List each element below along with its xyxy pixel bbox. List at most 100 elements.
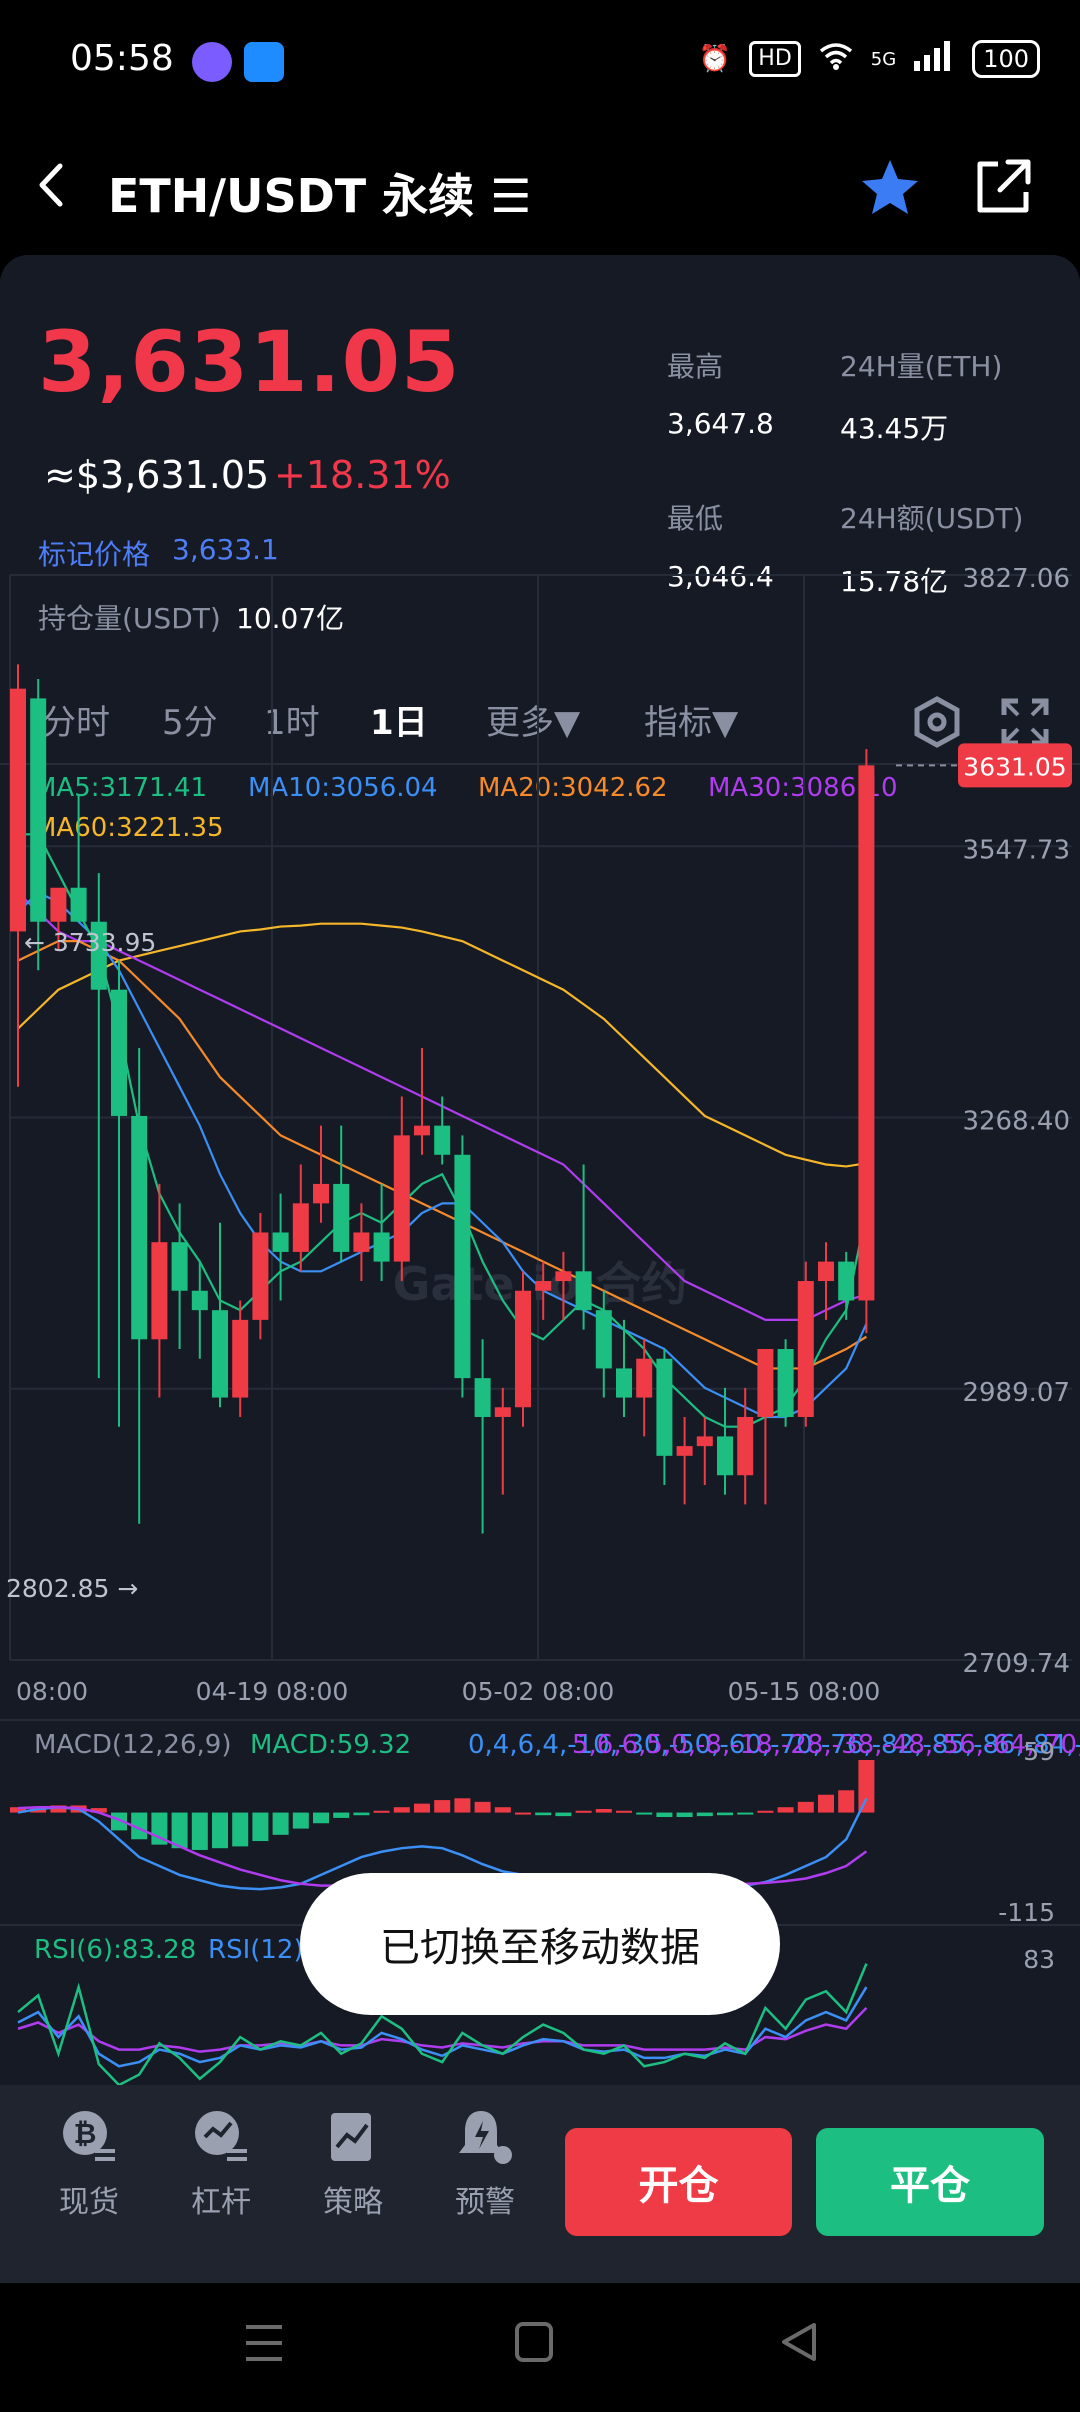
close-position-button[interactable]: 平仓 xyxy=(816,2128,1044,2236)
candle xyxy=(191,1290,208,1311)
mark-price-value: 3,633.1 xyxy=(172,533,279,566)
nav-margin-label: 杠杆 xyxy=(191,2185,251,2220)
macd-value: MACD:59.32 xyxy=(250,1730,411,1760)
nav-spot-label: 现货 xyxy=(59,2185,119,2220)
candle xyxy=(272,1232,289,1252)
nav-alert-label: 预警 xyxy=(455,2185,515,2220)
alert-icon xyxy=(459,2111,512,2164)
ma20-legend: MA20:3042.62 xyxy=(478,773,668,803)
candle xyxy=(313,1183,329,1204)
rsi12-line xyxy=(17,1986,868,2068)
rsi12-label: RSI(12) xyxy=(208,1935,304,1965)
last-price-tag-text: 3631.05 xyxy=(963,752,1066,781)
macd-bar xyxy=(676,1812,693,1818)
nav-spot[interactable]: ₿ 现货 xyxy=(34,2107,144,2221)
candle xyxy=(10,688,26,932)
network-toast: 已切换至移动数据 xyxy=(300,1873,780,2015)
macd-bar xyxy=(232,1812,249,1847)
macd-bar xyxy=(414,1803,430,1813)
candle xyxy=(535,1281,552,1291)
macd-bar xyxy=(272,1812,289,1835)
battery-icon: 100 xyxy=(972,40,1040,78)
status-icons: ⏰ HD 5G 100 xyxy=(699,40,1040,78)
x-axis-label: 05-15 08:00 xyxy=(728,1677,881,1706)
tab-1day[interactable]: 1日 xyxy=(370,703,428,743)
macd-bar xyxy=(454,1798,471,1813)
nav-margin[interactable]: 杠杆 xyxy=(166,2107,276,2221)
network-label: 5G xyxy=(870,48,897,70)
low-label: 最低 xyxy=(667,502,724,535)
candle xyxy=(858,765,875,1301)
candle xyxy=(212,1310,228,1398)
app-notification-icon-2 xyxy=(244,42,284,82)
macd-bar xyxy=(90,1808,107,1813)
tab-1hour[interactable]: 1时 xyxy=(264,703,320,743)
candle xyxy=(50,887,67,922)
chart-settings-icon[interactable] xyxy=(910,695,964,749)
macd-bar xyxy=(212,1812,228,1849)
candle xyxy=(232,1319,249,1398)
tab-5min[interactable]: 5分 xyxy=(162,703,218,743)
macd-min-label: -115 xyxy=(998,1898,1055,1927)
low-value: 3,046.4 xyxy=(667,560,774,593)
tab-more[interactable]: 更多▼ xyxy=(486,703,581,743)
back-nav-icon[interactable] xyxy=(778,2321,818,2363)
back-arrow-icon[interactable] xyxy=(28,160,78,210)
macd-bar xyxy=(535,1812,552,1816)
macd-bar xyxy=(131,1812,148,1840)
macd-bar xyxy=(494,1807,511,1813)
macd-bar xyxy=(717,1812,733,1816)
candle xyxy=(777,1349,794,1417)
macd-bar xyxy=(797,1801,814,1813)
change-percent: +18.31% xyxy=(274,453,451,497)
open-position-button[interactable]: 开仓 xyxy=(565,2128,792,2236)
macd-bar xyxy=(575,1810,592,1813)
hd-badge: HD xyxy=(749,41,801,77)
macd-bar xyxy=(10,1807,26,1813)
macd-bar xyxy=(373,1810,390,1813)
candle xyxy=(676,1446,693,1456)
bottom-action-bar: ₿ 现货 杠杆 策略 预警 开仓 平仓 xyxy=(0,2085,1080,2283)
macd-bar xyxy=(474,1801,491,1813)
macd-bar xyxy=(171,1812,188,1849)
nav-strategy[interactable]: 策略 xyxy=(298,2107,408,2221)
candlestick-chart[interactable]: 3827.06 3547.73 3268.40 2989.07 2709.74 08:00… xyxy=(0,255,1080,2085)
macd-max-label: 59 xyxy=(1023,1737,1055,1766)
candle xyxy=(717,1436,733,1476)
home-icon[interactable] xyxy=(514,2321,554,2363)
tab-indicators[interactable]: 指标▼ xyxy=(644,703,739,743)
share-icon[interactable] xyxy=(972,156,1034,218)
candle xyxy=(797,1281,814,1417)
ma60-legend: MA60:3221.35 xyxy=(34,813,224,843)
candle xyxy=(575,1271,592,1311)
strategy-icon xyxy=(331,2113,371,2161)
header: ETH/USDT 永续 ☰ xyxy=(0,120,1080,255)
app-notification-icon xyxy=(192,42,232,82)
nav-strategy-label: 策略 xyxy=(323,2185,383,2220)
bitcoin-icon: ₿ xyxy=(63,2111,115,2161)
tab-timeshare[interactable]: 分时 xyxy=(42,703,110,743)
usd-price: ≈$3,631.05 xyxy=(44,453,270,497)
candle xyxy=(353,1232,370,1252)
fullscreen-icon[interactable] xyxy=(1000,697,1050,747)
macd-bar xyxy=(393,1807,410,1813)
market-panel: 3,631.05 ≈$3,631.05 +18.31% 标记价格 3,633.1… xyxy=(0,255,1080,2085)
macd-dif: 0,4,6,4,-10,-30,-50,-60,-70,-76,-82,-85,… xyxy=(468,1730,1080,1760)
favorite-star-icon[interactable] xyxy=(858,156,922,220)
macd-dea: 5,6,6,5,0,-8,-18,-28,-38,-48,-56,-64,-70… xyxy=(572,1730,1080,1760)
y-axis-label: 2989.07 xyxy=(962,1378,1070,1408)
open-interest-label: 持仓量(USDT) xyxy=(38,602,221,635)
pair-title[interactable]: ETH/USDT 永续 ☰ xyxy=(108,169,532,223)
x-axis-label: 05-02 08:00 xyxy=(462,1677,615,1706)
macd-bar xyxy=(818,1794,834,1813)
macd-bar xyxy=(333,1812,350,1818)
nav-alert[interactable]: 预警 xyxy=(430,2107,540,2221)
macd-bar xyxy=(313,1812,329,1824)
mark-price-label[interactable]: 标记价格 xyxy=(38,538,151,571)
candle xyxy=(696,1436,713,1447)
tabs-divider xyxy=(0,763,1080,765)
menu-icon[interactable] xyxy=(244,2321,284,2365)
ma20-line xyxy=(17,940,867,1370)
rsi-max-label: 83 xyxy=(1023,1945,1055,1974)
x-axis-label: 08:00 xyxy=(16,1677,88,1706)
